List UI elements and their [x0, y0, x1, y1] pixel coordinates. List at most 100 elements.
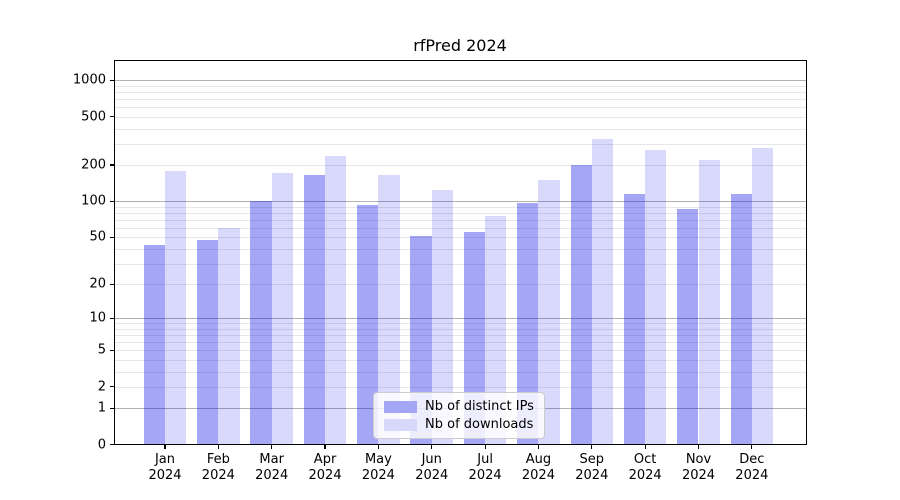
bar-downloads-may: [378, 175, 400, 445]
y-tick-0: [109, 444, 114, 446]
minor-gridline-8: [114, 328, 807, 330]
minor-gridline-4: [114, 359, 807, 361]
minor-gridline-60: [114, 227, 807, 229]
bar-ips-jan: [143, 245, 165, 445]
y-tick-label-5: 5: [97, 342, 106, 358]
x-tick-mar: [271, 444, 273, 449]
bar-downloads-jun: [431, 190, 454, 445]
y-tick-20: [109, 283, 114, 285]
major-gridline-1000: [114, 80, 807, 82]
y-tick-1: [109, 407, 114, 409]
bar-downloads-apr: [325, 155, 347, 445]
y-tick-500: [109, 116, 114, 118]
x-tick-label-oct: Oct 2024: [628, 451, 662, 483]
plot-area: [114, 60, 807, 445]
x-tick-nov: [697, 444, 700, 449]
legend-label-distinct-ips: Nb of distinct IPs: [425, 399, 534, 414]
x-tick-sep: [591, 444, 593, 449]
y-tick-label-1: 1: [97, 400, 106, 416]
y-tick-50: [109, 236, 114, 238]
legend-label-downloads: Nb of downloads: [425, 417, 534, 432]
minor-gridline-600: [114, 107, 807, 109]
minor-gridline-900: [114, 85, 807, 87]
x-tick-label-nov: Nov 2024: [681, 451, 716, 483]
y-tick-label-10: 10: [89, 310, 106, 326]
y-tick-label-100: 100: [81, 193, 106, 209]
legend-swatch-downloads: [384, 418, 417, 431]
legend-item-downloads: Nb of downloads: [384, 417, 534, 432]
chart-title: rfPred 2024: [413, 36, 507, 55]
x-tick-feb: [217, 444, 219, 449]
minor-gridline-7: [114, 335, 807, 337]
x-tick-label-aug: Aug 2024: [521, 451, 555, 483]
minor-gridline-5: [114, 350, 807, 352]
minor-gridline-300: [114, 143, 807, 145]
bar-ips-apr: [303, 175, 326, 445]
x-tick-jul: [484, 444, 486, 449]
x-tick-aug: [537, 444, 540, 449]
x-tick-may: [377, 444, 379, 449]
minor-gridline-400: [114, 128, 807, 130]
y-tick-1000: [109, 79, 114, 81]
y-tick-5: [109, 349, 114, 351]
y-tick-label-200: 200: [81, 157, 106, 173]
bar-ips-mar: [250, 201, 272, 445]
y-tick-100: [109, 200, 114, 202]
bar-ips-sep: [570, 165, 592, 445]
minor-gridline-70: [114, 219, 807, 221]
x-tick-label-dec: Dec 2024: [735, 451, 769, 483]
legend-swatch-distinct-ips: [384, 400, 417, 413]
y-tick-label-2: 2: [97, 379, 106, 395]
x-tick-jun: [431, 444, 433, 449]
x-tick-apr: [324, 444, 326, 449]
bar-downloads-sep: [591, 138, 614, 445]
x-tick-label-mar: Mar 2024: [255, 451, 289, 483]
x-tick-label-jul: Jul 2024: [468, 451, 502, 483]
minor-gridline-6: [114, 342, 807, 344]
y-tick-label-50: 50: [89, 229, 106, 245]
minor-gridline-30: [114, 263, 807, 265]
bar-downloads-aug: [538, 180, 560, 445]
bar-ips-nov: [677, 208, 699, 445]
y-tick-label-1000: 1000: [72, 72, 106, 88]
y-tick-label-20: 20: [89, 276, 106, 292]
bar-downloads-dec: [751, 147, 774, 445]
bar-downloads-feb: [218, 227, 240, 445]
minor-gridline-9: [114, 323, 807, 325]
bar-downloads-jul: [485, 216, 507, 445]
legend: Nb of distinct IPs Nb of downloads: [373, 392, 545, 439]
bar-ips-aug: [517, 202, 539, 445]
x-tick-dec: [751, 444, 753, 449]
minor-gridline-700: [114, 99, 807, 101]
minor-gridline-80: [114, 212, 807, 214]
x-tick-label-may: May 2024: [361, 451, 395, 483]
minor-gridline-90: [114, 206, 807, 208]
major-gridline-10: [114, 318, 807, 320]
bar-ips-jul: [463, 232, 486, 445]
minor-gridline-500: [114, 116, 807, 118]
minor-gridline-2: [114, 386, 807, 388]
minor-gridline-200: [114, 165, 807, 167]
x-tick-jan: [164, 444, 166, 449]
y-tick-label-0: 0: [97, 437, 106, 453]
bar-downloads-oct: [645, 149, 667, 445]
minor-gridline-50: [114, 237, 807, 239]
y-tick-10: [109, 317, 114, 319]
bar-ips-dec: [730, 194, 752, 445]
bar-downloads-jan: [165, 171, 187, 445]
minor-gridline-800: [114, 92, 807, 94]
legend-item-distinct-ips: Nb of distinct IPs: [384, 399, 534, 414]
major-gridline-100: [114, 201, 807, 203]
minor-gridline-40: [114, 248, 807, 250]
bar-ips-may: [357, 204, 379, 445]
x-tick-label-apr: Apr 2024: [308, 451, 342, 483]
bar-downloads-nov: [698, 159, 720, 445]
bar-downloads-mar: [271, 172, 293, 445]
bar-ips-oct: [623, 193, 646, 445]
bar-ips-feb: [197, 239, 219, 445]
y-tick-2: [109, 386, 114, 388]
minor-gridline-20: [114, 284, 807, 286]
y-tick-200: [109, 164, 114, 166]
minor-gridline-3: [114, 371, 807, 373]
